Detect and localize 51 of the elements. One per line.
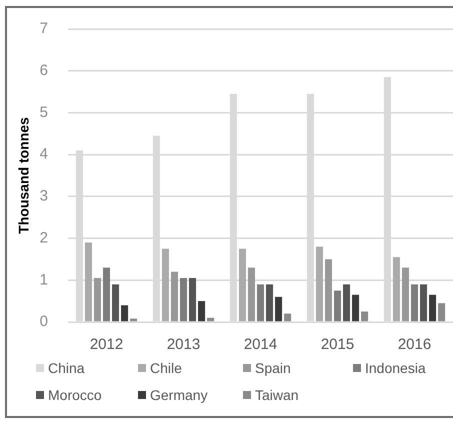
bar xyxy=(402,268,409,322)
y-tick-label: 0 xyxy=(40,313,48,330)
bar xyxy=(266,284,274,322)
bar xyxy=(180,278,188,322)
x-tick-label: 2015 xyxy=(320,336,354,354)
bar xyxy=(162,248,169,322)
bar xyxy=(121,305,128,322)
bar xyxy=(420,284,428,322)
bar xyxy=(392,257,400,322)
bar xyxy=(198,301,206,322)
bar xyxy=(112,284,120,322)
bar xyxy=(324,259,332,322)
y-tick-label: 5 xyxy=(40,104,48,121)
x-tick-label: 2014 xyxy=(244,336,278,354)
bar xyxy=(316,246,323,322)
x-tick-label: 2013 xyxy=(166,336,200,354)
bar xyxy=(410,284,418,322)
y-axis-title: Thousand tonnes xyxy=(15,116,32,234)
bar xyxy=(170,272,178,322)
bar xyxy=(438,303,446,322)
bar xyxy=(256,284,264,322)
bar xyxy=(130,318,138,322)
bar xyxy=(248,268,255,322)
bar xyxy=(429,294,436,322)
y-tick-label: 4 xyxy=(40,146,48,163)
bar xyxy=(334,290,342,322)
legend-label: Indonesia xyxy=(365,359,426,377)
bar xyxy=(102,268,110,322)
bar xyxy=(343,284,350,322)
y-tick-label: 2 xyxy=(40,229,48,246)
legend-label: Spain xyxy=(255,359,291,377)
bar xyxy=(361,312,368,322)
legend-label: China xyxy=(48,359,85,377)
bar xyxy=(238,248,246,322)
x-tick-label: 2012 xyxy=(90,336,124,354)
legend-label: Morocco xyxy=(48,386,102,404)
bar xyxy=(207,318,214,322)
bar xyxy=(284,314,292,322)
legend-label: Taiwan xyxy=(255,386,299,404)
bar xyxy=(189,278,196,322)
bar xyxy=(84,242,92,322)
y-tick-label: 1 xyxy=(40,271,48,288)
y-tick-label: 7 xyxy=(40,20,48,38)
y-tick-label: 3 xyxy=(40,188,48,205)
x-tick-label: 2016 xyxy=(398,336,432,354)
bar xyxy=(275,296,282,322)
y-tick-label: 6 xyxy=(40,62,48,79)
legend-label: Chile xyxy=(150,359,182,377)
bar xyxy=(352,294,360,322)
bar xyxy=(94,278,101,322)
legend-label: Germany xyxy=(150,386,208,404)
